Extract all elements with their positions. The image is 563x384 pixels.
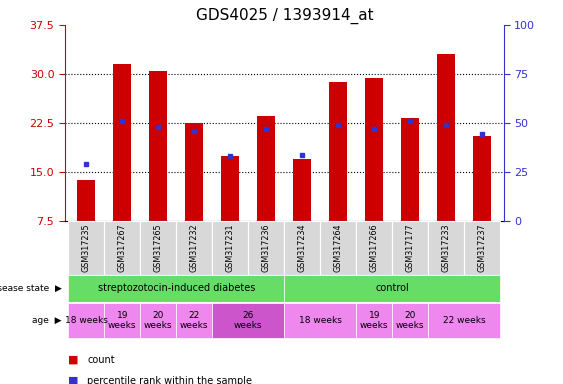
Bar <box>77 180 95 221</box>
Bar <box>356 303 392 338</box>
Bar <box>401 118 419 221</box>
Bar <box>140 221 176 275</box>
Bar <box>68 275 284 302</box>
Bar <box>464 221 501 275</box>
Bar <box>320 221 356 275</box>
Text: ■: ■ <box>68 376 78 384</box>
Bar <box>437 55 455 221</box>
Text: GSM317237: GSM317237 <box>478 223 487 272</box>
Bar <box>473 136 491 221</box>
Bar <box>293 159 311 221</box>
Text: GSM317266: GSM317266 <box>370 223 379 272</box>
Text: 19
weeks: 19 weeks <box>108 311 137 330</box>
Bar <box>356 221 392 275</box>
Text: GSM317232: GSM317232 <box>190 223 199 272</box>
Bar <box>104 303 140 338</box>
Bar <box>392 303 428 338</box>
Bar <box>329 82 347 221</box>
Text: 18 weeks: 18 weeks <box>65 316 108 325</box>
Bar <box>212 221 248 275</box>
Bar <box>428 303 501 338</box>
Text: 22
weeks: 22 weeks <box>180 311 208 330</box>
Bar <box>176 303 212 338</box>
Bar <box>284 303 356 338</box>
Text: count: count <box>87 355 115 365</box>
Text: GSM317231: GSM317231 <box>226 223 235 272</box>
Bar <box>113 64 131 221</box>
Bar <box>212 303 284 338</box>
Bar <box>428 221 464 275</box>
Text: streptozotocin-induced diabetes: streptozotocin-induced diabetes <box>97 283 255 293</box>
Text: 20
weeks: 20 weeks <box>396 311 425 330</box>
Text: 22 weeks: 22 weeks <box>443 316 486 325</box>
Bar <box>284 221 320 275</box>
Bar <box>104 221 140 275</box>
Bar <box>140 303 176 338</box>
Text: 20
weeks: 20 weeks <box>144 311 173 330</box>
Text: GSM317235: GSM317235 <box>82 223 91 272</box>
Title: GDS4025 / 1393914_at: GDS4025 / 1393914_at <box>195 7 373 23</box>
Text: 18 weeks: 18 weeks <box>299 316 342 325</box>
Bar <box>257 116 275 221</box>
Text: GSM317234: GSM317234 <box>298 223 307 272</box>
Text: GSM317177: GSM317177 <box>406 223 415 272</box>
Bar <box>248 221 284 275</box>
Text: percentile rank within the sample: percentile rank within the sample <box>87 376 252 384</box>
Bar <box>68 303 104 338</box>
Text: 19
weeks: 19 weeks <box>360 311 388 330</box>
Text: control: control <box>376 283 409 293</box>
Bar <box>68 221 104 275</box>
Text: ■: ■ <box>68 355 78 365</box>
Bar <box>176 221 212 275</box>
Text: GSM317236: GSM317236 <box>262 223 271 272</box>
Bar <box>185 123 203 221</box>
Text: GSM317267: GSM317267 <box>118 223 127 272</box>
Text: GSM317264: GSM317264 <box>334 223 343 272</box>
Text: GSM317265: GSM317265 <box>154 223 163 272</box>
Bar <box>365 78 383 221</box>
Bar <box>221 156 239 221</box>
Text: disease state  ▶: disease state ▶ <box>0 284 62 293</box>
Text: GSM317233: GSM317233 <box>442 223 451 272</box>
Text: 26
weeks: 26 weeks <box>234 311 262 330</box>
Text: age  ▶: age ▶ <box>33 316 62 325</box>
Bar <box>392 221 428 275</box>
Bar <box>149 71 167 221</box>
Bar <box>284 275 501 302</box>
